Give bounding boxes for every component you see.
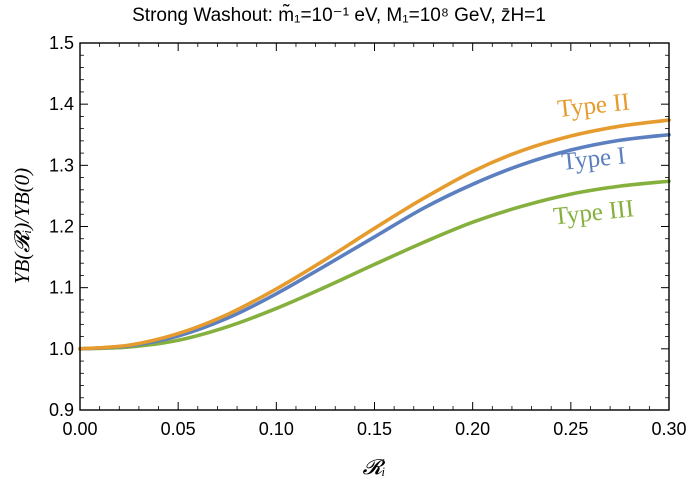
series-label-type-iii: Type III	[552, 195, 635, 230]
y-tick-label: 1.1	[49, 278, 74, 298]
series-line-type-ii	[78, 118, 671, 351]
y-tick-label: 1.4	[49, 94, 74, 114]
x-tick-label: 0.30	[651, 419, 686, 439]
x-tick-label: 0.25	[553, 419, 588, 439]
x-tick-label: 0.05	[161, 419, 196, 439]
plot-frame	[79, 42, 670, 411]
tick-labels: 0.00 0.05 0.10 0.15 0.20 0.25 0.30 0.9 1.0 1.1 1.2…	[49, 33, 687, 439]
y-tick-label: 0.9	[49, 400, 74, 420]
y-axis-title: YB(𝓡ᵢ)/YB(0)	[10, 168, 34, 284]
x-tick-label: 0.20	[455, 419, 490, 439]
y-tick-label: 1.3	[49, 155, 74, 175]
x-tick-label: 0.15	[357, 419, 392, 439]
series-labels: Type II Type I Type III	[552, 89, 635, 231]
y-tick-label: 1.0	[49, 339, 74, 359]
x-tick-label: 0.10	[259, 419, 294, 439]
series-label-type-i: Type I	[560, 142, 627, 176]
series-line-type-iii	[78, 179, 671, 351]
y-tick-label: 1.5	[49, 33, 74, 53]
chart-title: Strong Washout: m̃₁=10⁻¹ eV, M₁=10⁸ GeV,…	[132, 4, 546, 26]
x-axis-title: 𝓡ᵢ	[363, 455, 386, 479]
y-tick-label: 1.2	[49, 217, 74, 237]
series-label-type-ii: Type II	[556, 89, 631, 123]
x-tick-label: 0.00	[62, 419, 97, 439]
series-line-type-i	[78, 132, 671, 351]
data-lines	[78, 118, 671, 351]
